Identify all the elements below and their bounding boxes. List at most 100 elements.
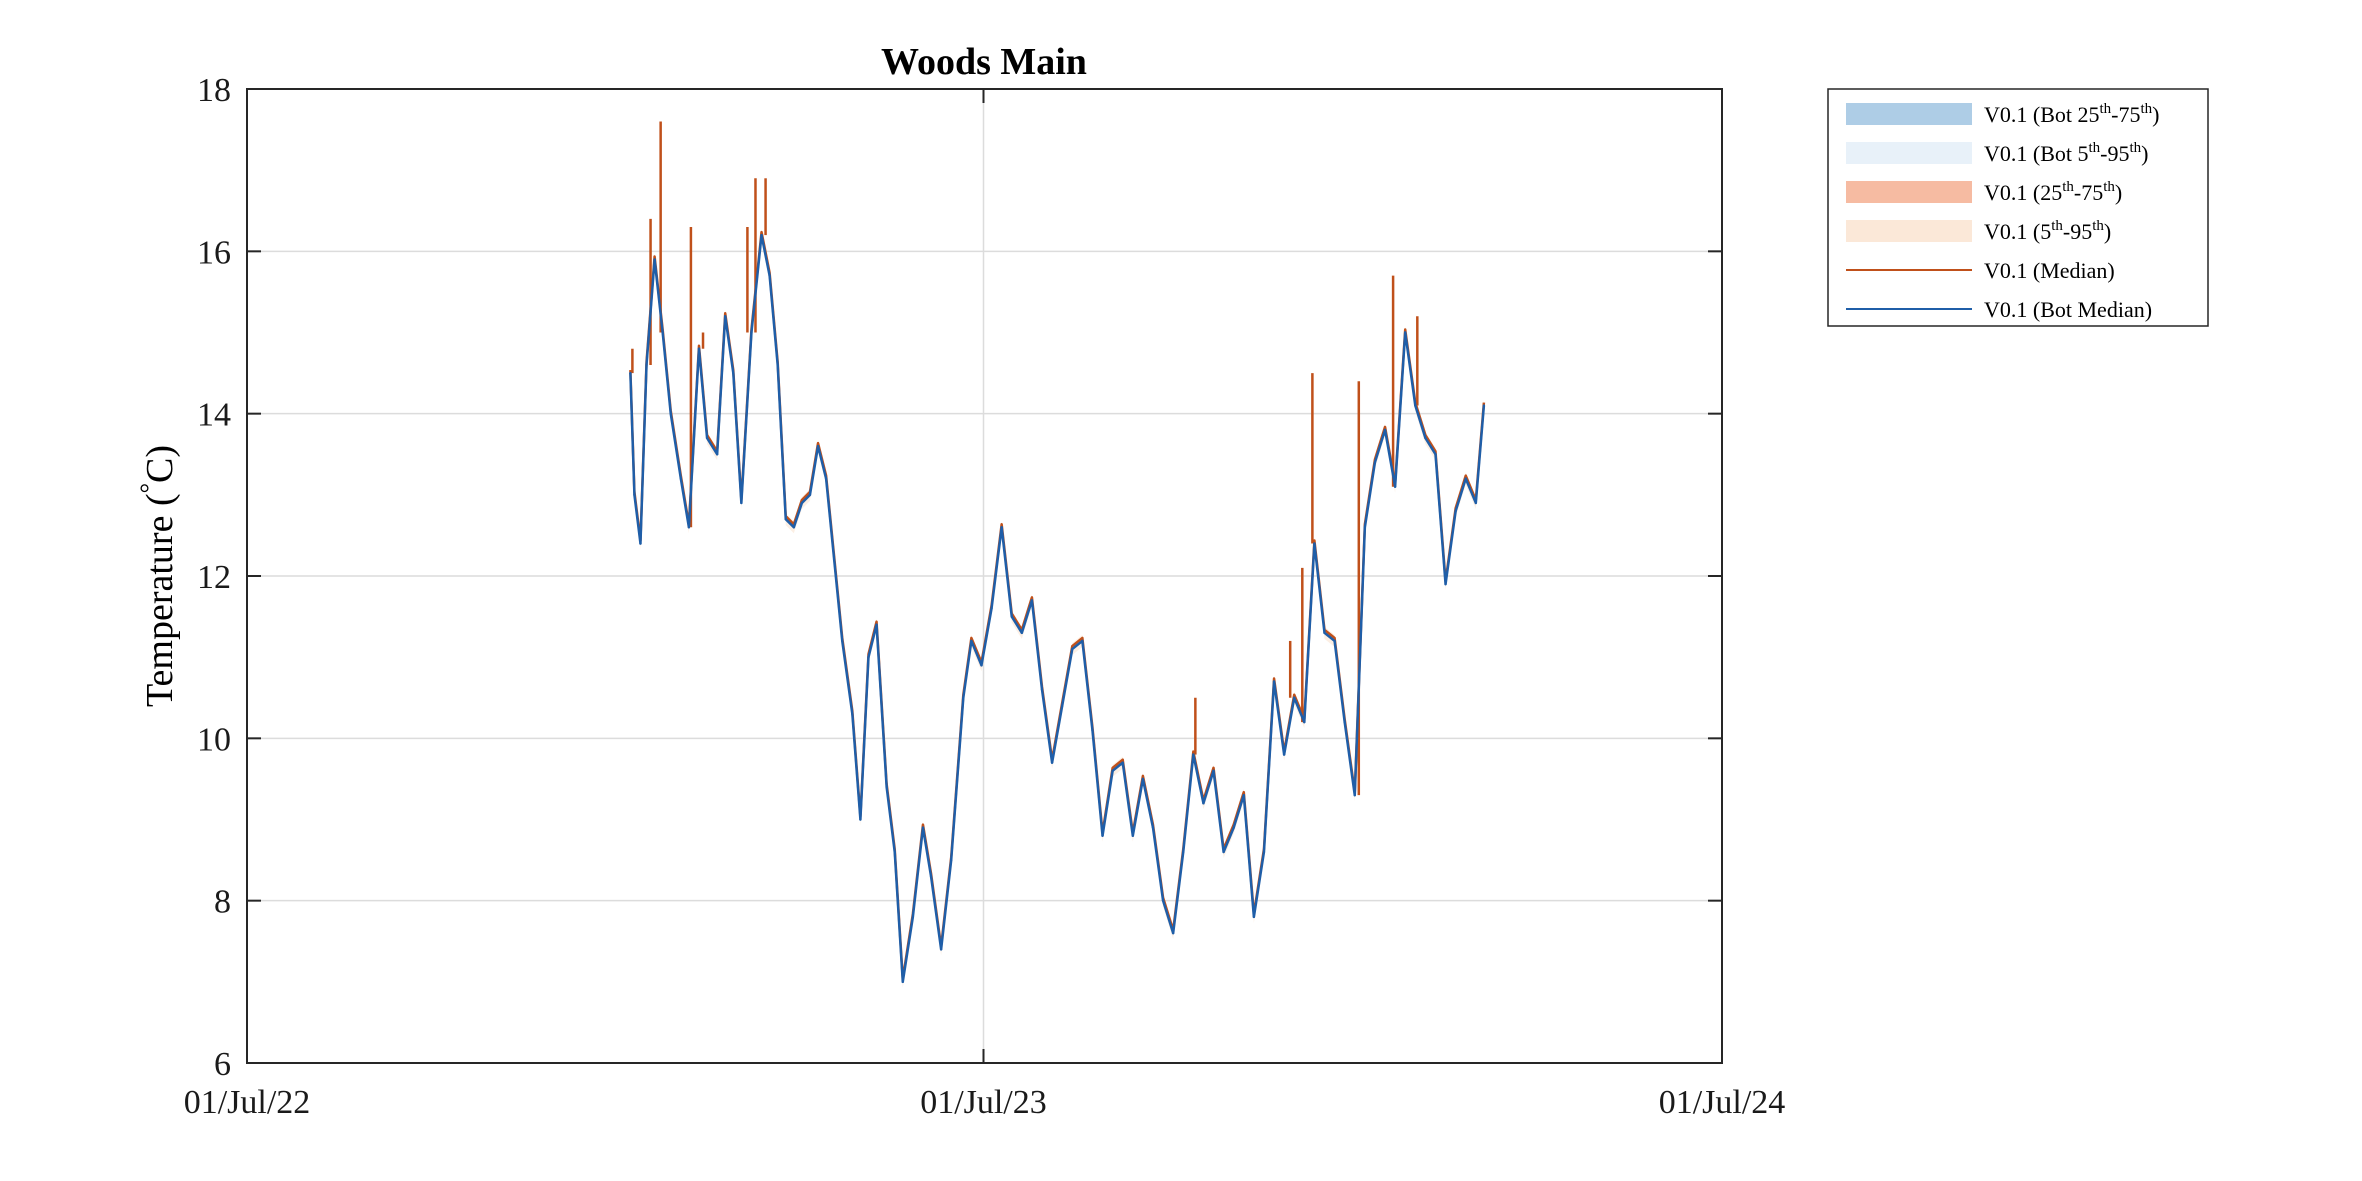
bot-median-line [629, 233, 1486, 984]
bot-median-point [1182, 850, 1185, 854]
bot-median-point [950, 858, 953, 862]
bot-median-point [1272, 680, 1276, 683]
bot-median-point [1171, 931, 1175, 935]
bot-median-point [639, 542, 642, 545]
bot-median-point [1192, 753, 1195, 756]
bot-median-point [1333, 639, 1336, 643]
bot-median-point [1101, 834, 1104, 837]
legend-label-bot_median: V0.1 (Bot Median) [1984, 297, 2152, 322]
bot-median-point [740, 501, 743, 505]
bot-median-point [653, 258, 656, 261]
bot-median-point [768, 274, 771, 277]
bot-median-point [1313, 542, 1316, 545]
bot-median-point [1202, 802, 1205, 805]
legend-text-part: -75 [2111, 102, 2140, 127]
y-tick-label: 18 [197, 72, 231, 109]
bot-median-point [832, 558, 836, 561]
bot-median-point [633, 493, 636, 497]
legend-box [1827, 88, 2209, 327]
bot-median-point [1081, 639, 1084, 643]
bot-median-point [867, 655, 870, 659]
bot-median-point [1040, 688, 1044, 691]
bot-median-point [1050, 761, 1054, 764]
legend-text-part: V0.1 (Median) [1984, 258, 2115, 283]
legend-swatch-bot_25_75 [1846, 103, 1972, 125]
y-tick-label: 6 [214, 1046, 231, 1083]
bot-median-point [1060, 704, 1064, 708]
bot-median-point [1414, 404, 1417, 407]
bot-median-point [679, 477, 683, 480]
bot-median-point [1212, 769, 1215, 772]
bot-median-point [824, 477, 828, 480]
bot-median-point [1303, 720, 1306, 724]
legend-text-part: th [2051, 218, 2063, 234]
bot-median-point [661, 331, 664, 334]
bot-median-point [750, 331, 753, 334]
legend-text-part: V0.1 (Bot Median) [1984, 297, 2152, 322]
legend-label-p5_95: V0.1 (5th-95th) [1984, 218, 2111, 244]
bot-median-point [1000, 526, 1003, 529]
bot-median-point [1373, 461, 1377, 464]
bot-median-point [1111, 769, 1114, 772]
bot-median-point [800, 501, 804, 505]
bot-median-point [687, 526, 691, 529]
legend-text-part: ) [2104, 219, 2111, 244]
bot-median-point [1141, 777, 1145, 781]
bot-median-point [962, 696, 965, 699]
bot-median-point [715, 453, 719, 456]
bot-median-point [1020, 631, 1024, 635]
legend-text-part: ) [2141, 141, 2148, 166]
legend-text-part: V0.1 (Bot 25 [1984, 102, 2100, 127]
bot-median-point [1161, 899, 1165, 902]
bot-median-point [629, 371, 632, 375]
bot-median-point [732, 371, 735, 375]
bot-median-point [776, 363, 779, 367]
bot-median-point [784, 517, 787, 521]
bot-median-point [1293, 696, 1296, 699]
bot-median-point [1010, 615, 1013, 618]
bot-median-point [841, 639, 844, 643]
legend-label-bot_5_95: V0.1 (Bot 5th-95th) [1984, 140, 2149, 166]
legend-text-part: ) [2152, 102, 2159, 127]
bot-median-point [1454, 509, 1457, 513]
legend-text-part: -95 [2100, 141, 2129, 166]
y-tick-label: 8 [214, 884, 231, 921]
bot-median-point [792, 526, 796, 529]
legend-text-part: th [2103, 179, 2115, 195]
bot-median-point [990, 607, 993, 610]
bot-median-point [1424, 436, 1427, 440]
bot-median-point [1030, 599, 1034, 602]
x-tick-label: 01/Jul/23 [920, 1084, 1047, 1121]
y-axis-label: Temperature (°C) [135, 445, 181, 707]
y-axis-label-degree: ° [135, 483, 164, 493]
bot-median-point [859, 818, 862, 821]
grid-lines [246, 88, 1723, 1064]
x-tick-label: 01/Jul/22 [184, 1084, 311, 1121]
legend-swatch-p5_95 [1846, 220, 1972, 242]
bot-median-point [816, 444, 820, 448]
legend-text-part: V0.1 (25 [1984, 180, 2062, 205]
bot-median-point [1242, 793, 1245, 797]
legend-swatch-p25_75 [1846, 181, 1972, 203]
bot-median-point [1474, 501, 1478, 505]
x-tick-label: 01/Jul/24 [1659, 1084, 1786, 1121]
legend-label-bot_25_75: V0.1 (Bot 25th-75th) [1984, 101, 2160, 127]
bot-median-point [1151, 826, 1155, 829]
bot-median-point [1464, 477, 1467, 480]
legend-text-part: th [2141, 101, 2153, 117]
bot-median-point [1444, 582, 1447, 586]
legend-text-part: -75 [2074, 180, 2103, 205]
y-tick-label: 12 [197, 559, 231, 596]
legend-swatch-bot_5_95 [1846, 142, 1972, 164]
axis-ticks: 6 8 10 12 14 16 18 01/Jul/22 01/Jul/23 01/Jul/24 [184, 72, 1786, 1121]
bot-median-point [1121, 761, 1124, 764]
bot-median-point [911, 915, 915, 919]
legend-text-part: V0.1 (5 [1984, 219, 2051, 244]
bot-median-point [808, 493, 812, 497]
bot-median-point [929, 875, 933, 878]
bot-median-point [1404, 331, 1407, 334]
bot-median-point [724, 315, 727, 318]
legend-text-part: V0.1 (Bot 5 [1984, 141, 2089, 166]
bot-median-point [1071, 647, 1074, 651]
